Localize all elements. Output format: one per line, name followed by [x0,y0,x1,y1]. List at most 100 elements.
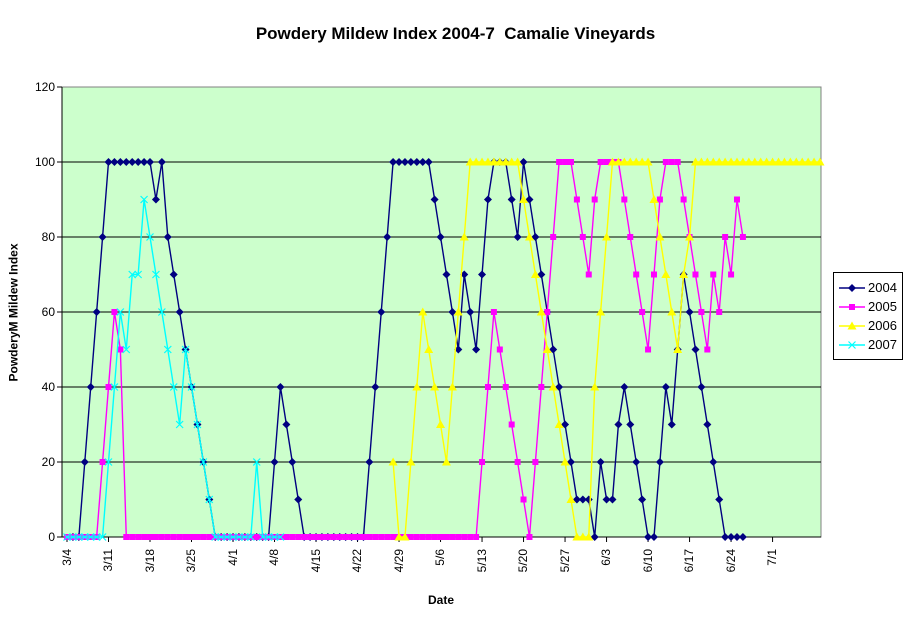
square-marker [407,534,414,540]
square-marker [253,534,260,540]
diamond-marker [424,158,433,166]
diamond-marker [169,270,178,279]
legend-item-2005: 2005 [839,297,899,316]
square-marker [378,534,385,540]
square-legend-icon [839,303,865,310]
square-marker [105,384,112,390]
diamond-marker [134,158,143,166]
triangle-marker [400,532,410,541]
triangle-marker [465,157,475,166]
square-marker [849,303,855,310]
diamond-marker [430,195,439,204]
diamond-marker [537,270,546,279]
square-marker [668,159,675,165]
x-marker [146,233,154,241]
x-marker [211,533,220,541]
triangle-marker [424,345,434,353]
square-marker [431,534,438,540]
x-marker [193,420,202,429]
triangle-legend-icon [839,321,865,329]
diamond-marker [721,533,730,541]
diamond-marker [667,420,676,429]
triangle-marker [554,420,564,428]
square-marker [722,234,729,240]
triangle-marker [815,157,825,166]
diamond-marker [175,308,184,316]
diamond-marker [507,195,516,204]
triangle-marker [750,157,760,166]
square-marker [158,534,165,540]
diamond-marker [270,458,279,466]
square-marker [443,534,450,540]
diamond-marker [472,345,481,354]
triangle-marker [756,157,766,166]
triangle-marker [661,270,671,278]
diamond-marker [572,495,581,504]
triangle-marker [708,157,718,166]
y-tick-label: 40 [41,380,55,394]
diamond-marker [519,158,528,166]
square-marker [627,234,634,240]
triangle-marker [738,157,748,166]
x-marker [240,533,249,541]
triangle-marker [483,157,493,166]
triangle-marker [690,157,700,166]
legend: 2004 2005 2006 2007 [833,272,903,360]
square-marker [716,309,723,315]
triangle-marker [773,157,783,166]
x-tick-label: 6/24 [723,549,738,573]
square-marker [360,534,367,540]
y-tick-label: 60 [41,305,55,319]
diamond-marker [365,458,374,466]
x-marker [104,458,113,466]
x-marker [116,308,125,316]
diamond-marker [655,458,664,466]
square-marker [295,534,302,540]
square-marker [194,534,201,540]
diamond-marker [436,233,445,241]
diamond-marker [140,158,149,166]
diamond-marker [608,495,617,504]
x-marker [205,495,214,504]
diamond-marker [104,158,113,166]
square-marker [656,196,663,203]
triangle-marker [501,157,511,166]
square-marker [164,534,171,540]
triangle-marker [406,457,416,466]
square-marker [354,534,361,540]
square-marker [662,159,669,165]
x-marker [235,533,243,541]
diamond-marker [466,308,475,316]
diamond-marker [632,458,641,466]
diamond-marker [703,420,712,429]
x-marker [69,533,77,541]
triangle-marker [809,157,819,166]
triangle-marker [768,157,778,166]
square-marker [544,309,551,315]
square-marker [739,234,746,240]
square-marker [372,534,379,540]
square-marker [650,271,657,278]
triangle-marker [447,382,457,391]
x-marker [92,533,101,541]
square-marker [550,234,557,240]
diamond-marker [555,383,564,391]
diamond-marker [406,158,415,166]
triangle-marker [441,457,451,466]
diamond-marker [590,533,599,541]
x-marker [276,533,285,541]
triangle-marker [696,157,706,166]
diamond-marker [454,345,463,354]
square-marker [520,496,527,503]
square-marker [633,271,640,278]
square-marker [200,534,207,540]
square-marker [526,534,533,540]
triangle-marker [436,420,446,428]
square-marker [597,159,604,165]
square-marker [508,421,515,428]
square-marker [704,346,711,353]
square-marker [562,159,569,165]
diamond-marker [86,383,95,391]
square-marker [419,534,426,540]
